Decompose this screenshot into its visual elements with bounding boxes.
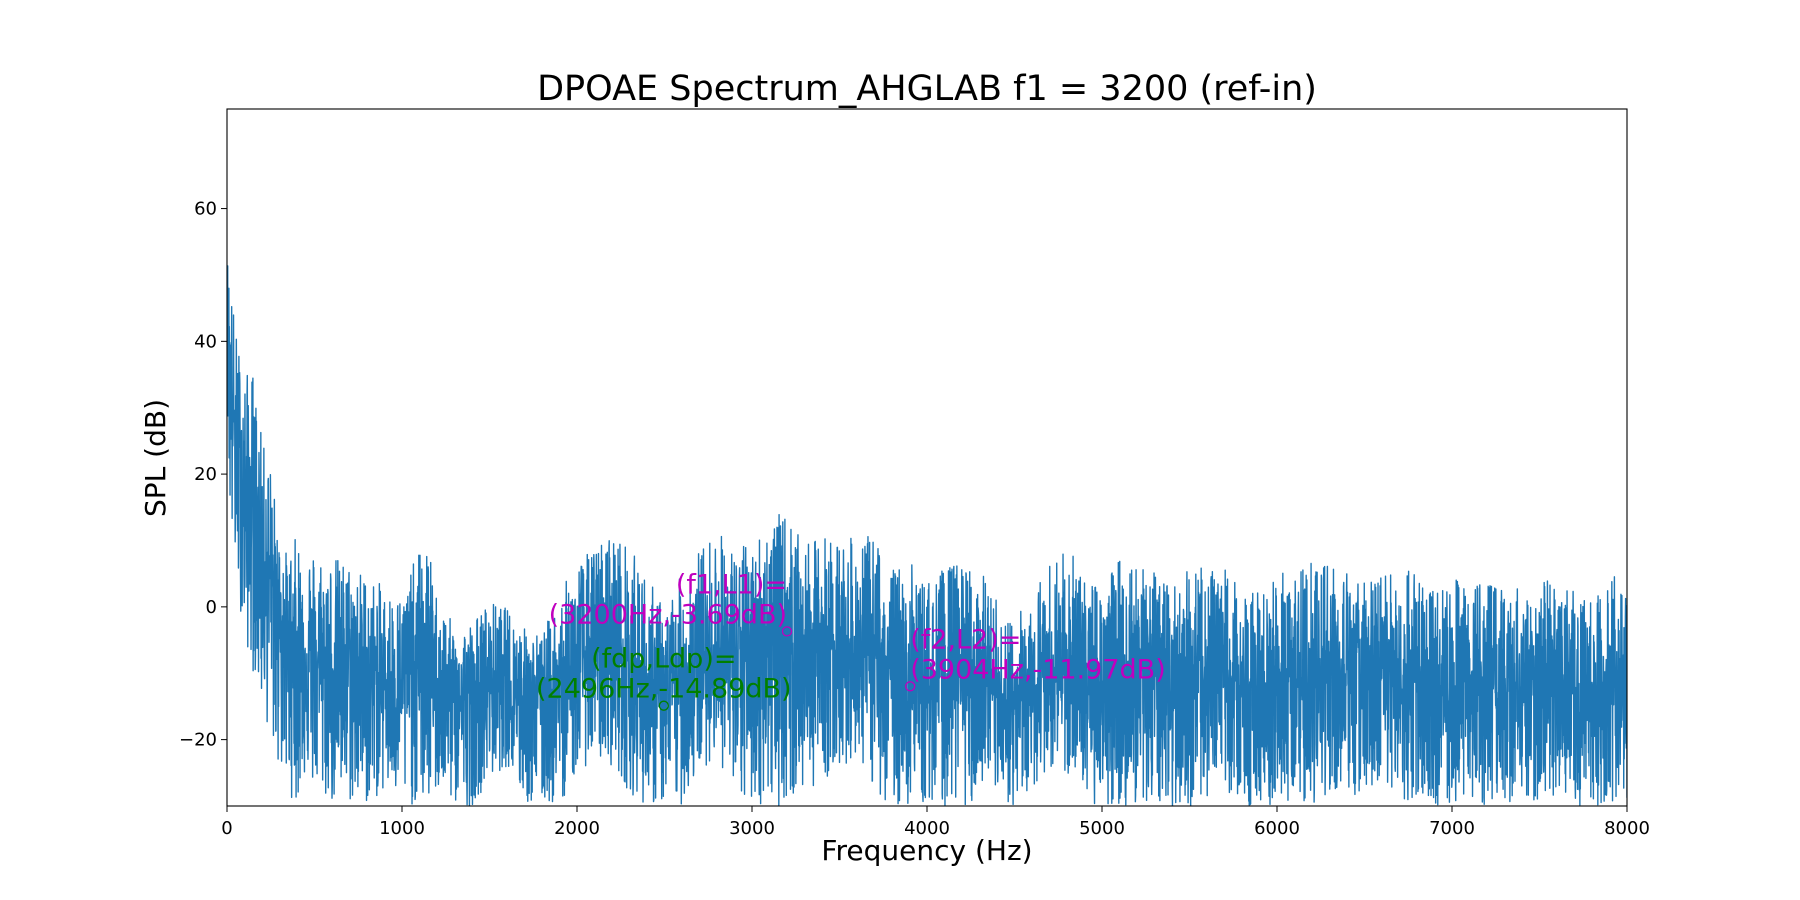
x-tick-label: 5000 — [1079, 818, 1125, 839]
annotation-label-line2: (3904Hz,-11.97dB) — [910, 654, 1166, 685]
annotation-label-line1: (f2,L2)= — [910, 624, 1021, 655]
annotation-label-line2: (2496Hz,-14.89dB) — [536, 674, 792, 705]
x-tick-label: 8000 — [1604, 818, 1650, 839]
annotation-label-line1: (f1,L1)= — [676, 569, 787, 600]
x-axis-label: Frequency (Hz) — [821, 834, 1032, 867]
y-tick-label: 40 — [194, 331, 217, 352]
y-axis-ticks: −20 0 20 40 60 — [179, 199, 227, 751]
annotation-marker — [905, 681, 916, 692]
annotations: (f1,L1)=(3200Hz,-3.69dB) (fdp,Ldp)=(2496H… — [536, 569, 1166, 711]
annotation-marker — [658, 700, 669, 711]
y-tick-label: −20 — [179, 730, 217, 751]
spectrum-line — [227, 265, 1627, 806]
x-tick-label: 6000 — [1254, 818, 1300, 839]
spectrum-series — [227, 265, 1627, 806]
annotation-label-line1: (fdp,Ldp)= — [591, 644, 736, 675]
x-tick-label: 4000 — [904, 818, 950, 839]
y-axis-label: SPL (dB) — [139, 399, 172, 517]
annotation-marker — [781, 626, 793, 637]
x-tick-label: 3000 — [729, 818, 775, 839]
annotation-label-line2: (3200Hz,-3.69dB) — [549, 599, 787, 630]
x-axis-ticks: 0 1000 2000 3000 4000 5000 6000 7000 8000 — [221, 806, 1650, 839]
x-tick-label: 1000 — [379, 818, 425, 839]
x-tick-label: 7000 — [1429, 818, 1475, 839]
x-tick-label: 0 — [221, 818, 232, 839]
y-tick-label: 60 — [194, 199, 217, 220]
chart-title: DPOAE Spectrum_AHGLAB f1 = 3200 (ref-in) — [537, 69, 1317, 109]
x-tick-label: 2000 — [554, 818, 600, 839]
y-tick-label: 20 — [194, 464, 217, 485]
y-tick-label: 0 — [206, 597, 217, 618]
